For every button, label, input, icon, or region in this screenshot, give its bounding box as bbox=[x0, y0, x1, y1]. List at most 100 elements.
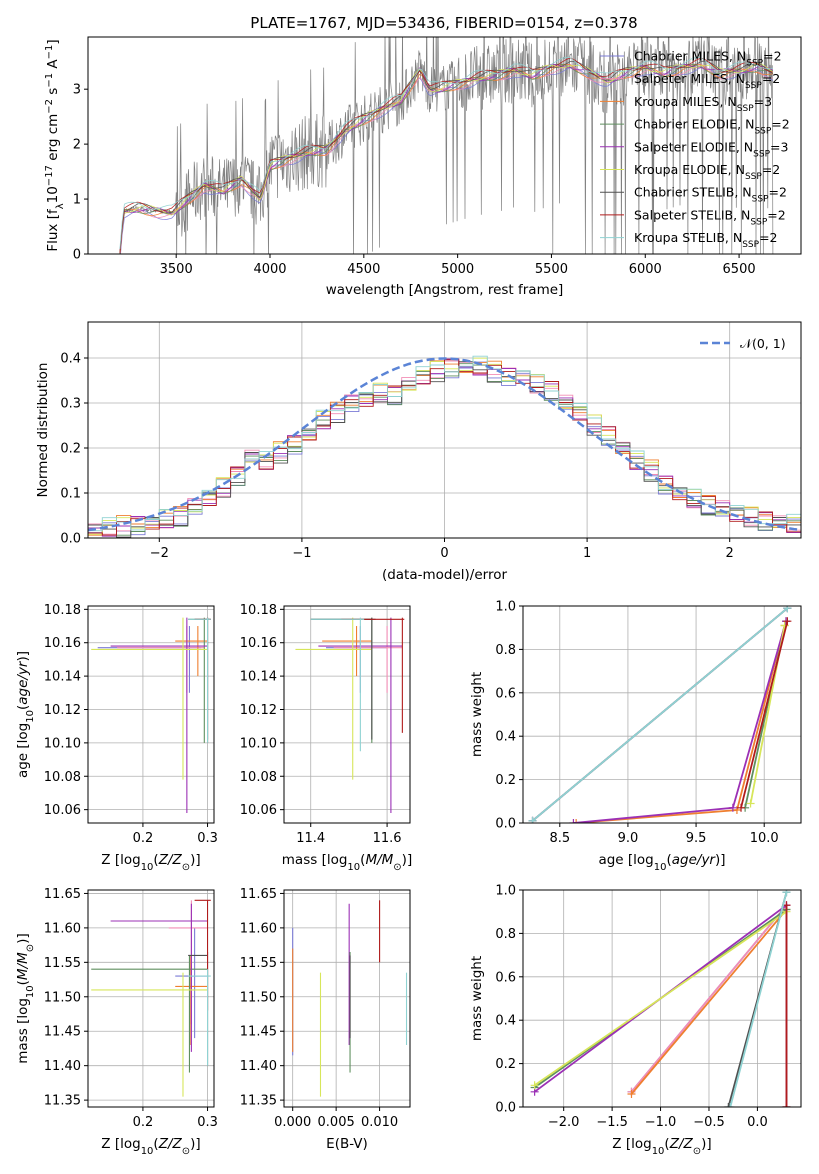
axes-frame bbox=[87, 605, 215, 824]
label-part: M/M bbox=[15, 952, 31, 980]
mass-weight-line bbox=[630, 904, 788, 1093]
x-tick-label: 4500 bbox=[347, 262, 380, 277]
x-tick-label: 8.5 bbox=[549, 831, 570, 846]
label-part: Z/Z bbox=[669, 1136, 694, 1152]
label-part: age [log bbox=[15, 723, 31, 778]
label-part: −1 bbox=[44, 73, 55, 88]
y-tick-label: 0.6 bbox=[495, 970, 516, 985]
panel-mass-weight-vs-age: 8.5 9.0 9.5 10.0 0.0 0.2 0.4 0.6 0.8 1.0 age [log1… bbox=[469, 600, 802, 873]
y-tick-label: 1.0 bbox=[495, 884, 516, 899]
y-tick-label: 11.35 bbox=[44, 1094, 81, 1109]
mass-weight-marker bbox=[783, 617, 792, 626]
legend-label: Chabrier ELODIE, NSSP=2 bbox=[634, 117, 790, 137]
axes-frame bbox=[87, 36, 802, 255]
label-part: 10 bbox=[25, 985, 36, 998]
x-axis-label: age [log10(age/yr)] bbox=[598, 852, 725, 873]
label-part: ( bbox=[15, 980, 31, 985]
x-tick-label: 5500 bbox=[535, 262, 568, 277]
label-part: s bbox=[45, 88, 61, 99]
label-part: ⊙ bbox=[693, 1146, 701, 1157]
label-part: Z/Z bbox=[158, 1136, 183, 1152]
spectrum-model-line bbox=[119, 56, 773, 249]
axes-frame bbox=[522, 889, 802, 1108]
x-tick-label: 11.4 bbox=[296, 831, 325, 846]
y-axis-label: Normed distribution bbox=[35, 363, 51, 498]
legend-label: Kroupa MILES, NSSP=3 bbox=[634, 94, 772, 114]
x-tick-label: 9.5 bbox=[686, 831, 707, 846]
spectrum-model-line bbox=[119, 63, 774, 253]
mass-weight-marker bbox=[530, 1081, 539, 1090]
axes-frame bbox=[283, 889, 411, 1108]
label-part: Z/Z bbox=[158, 852, 183, 868]
x-tick-label: 2 bbox=[726, 546, 734, 561]
x-axis-label: Z [log10(Z/Z⊙)] bbox=[612, 1136, 711, 1157]
label-part: 10 bbox=[347, 862, 360, 873]
legend-model-name: Chabrier STELIB, N bbox=[634, 185, 752, 200]
label-part: ⊙ bbox=[393, 862, 401, 873]
x-tick-label: 0.005 bbox=[318, 1115, 355, 1130]
label-part: )] bbox=[190, 1136, 201, 1152]
legend-model-name: Kroupa MILES, N bbox=[634, 94, 737, 109]
mass-weight-marker bbox=[782, 890, 791, 897]
plot-area bbox=[528, 606, 792, 823]
label-part: )] bbox=[402, 852, 413, 868]
label-part: Flux [f bbox=[45, 208, 61, 252]
label-part: ⊙ bbox=[182, 1146, 190, 1157]
label-part: )] bbox=[190, 852, 201, 868]
x-tick-label: 0.2 bbox=[133, 831, 154, 846]
y-tick-label: 11.45 bbox=[240, 1025, 277, 1040]
x-tick-label: −0.5 bbox=[693, 1115, 725, 1130]
y-tick-label: 10.14 bbox=[240, 670, 277, 685]
y-tick-label: 0.0 bbox=[495, 817, 516, 832]
plot-area bbox=[88, 355, 801, 538]
label-part: )] bbox=[15, 651, 31, 662]
mass-weight-marker bbox=[783, 606, 792, 613]
legend-sub: SSP bbox=[737, 104, 754, 114]
x-tick-label: 1 bbox=[583, 546, 591, 561]
mass-weight-line bbox=[534, 910, 788, 1087]
mass-weight-line bbox=[729, 891, 788, 1107]
x-tick-label: −1.5 bbox=[596, 1115, 628, 1130]
y-tick-label: 11.65 bbox=[240, 887, 277, 902]
y-tick-label: 0 bbox=[73, 248, 81, 263]
x-tick-label: 3500 bbox=[160, 262, 193, 277]
legend-nssp: =2 bbox=[759, 230, 777, 245]
mass-weight-marker bbox=[728, 803, 737, 812]
label-part: −17 bbox=[44, 165, 55, 186]
label-part: 10 bbox=[654, 862, 667, 873]
spectrum-model-line bbox=[119, 63, 773, 254]
label-part: age/yr bbox=[672, 852, 717, 868]
x-tick-label: 11.6 bbox=[373, 831, 402, 846]
label-part: −2 bbox=[44, 99, 55, 114]
legend-model-name: Kroupa STELIB, N bbox=[634, 230, 742, 245]
legend-model-name: Kroupa ELODIE, N bbox=[634, 162, 745, 177]
spectrum-model-line bbox=[119, 63, 774, 254]
label-part: ⊙ bbox=[25, 944, 36, 952]
label-part: ( bbox=[664, 1136, 669, 1152]
mass-weight-line bbox=[531, 607, 788, 822]
label-part: Z [log bbox=[101, 1136, 140, 1152]
label-part: 10 bbox=[25, 710, 36, 723]
legend-sub: SSP bbox=[752, 195, 769, 205]
x-tick-label: 10.0 bbox=[750, 831, 779, 846]
plot-area bbox=[91, 617, 211, 813]
legend-label: 𝒩(0, 1) bbox=[740, 336, 786, 351]
label-part: mass [log bbox=[282, 852, 348, 868]
label-part: mass [log bbox=[15, 998, 31, 1064]
legend-nssp: =2 bbox=[762, 162, 780, 177]
panel-age-vs-Z: 0.2 0.3 10.06 10.08 10.10 10.12 10.14 10.16 10.1… bbox=[15, 603, 218, 873]
y-tick-label: 0.0 bbox=[495, 1101, 516, 1116]
legend-sub: SSP bbox=[745, 81, 762, 91]
legend-model-name: Salpeter STELIB, N bbox=[634, 207, 750, 222]
legend-sub: SSP bbox=[753, 149, 770, 159]
mass-weight-marker bbox=[572, 819, 581, 823]
y-tick-label: 10.12 bbox=[44, 703, 81, 718]
y-tick-label: 1 bbox=[73, 193, 81, 208]
y-tick-label: 0.0 bbox=[60, 532, 81, 547]
legend-nssp: =2 bbox=[771, 117, 789, 132]
y-tick-label: 0.2 bbox=[495, 773, 516, 788]
legend-model-name: Chabrier ELODIE, N bbox=[634, 117, 754, 132]
y-tick-label: 11.50 bbox=[44, 990, 81, 1005]
y-tick-label: 11.55 bbox=[44, 956, 81, 971]
